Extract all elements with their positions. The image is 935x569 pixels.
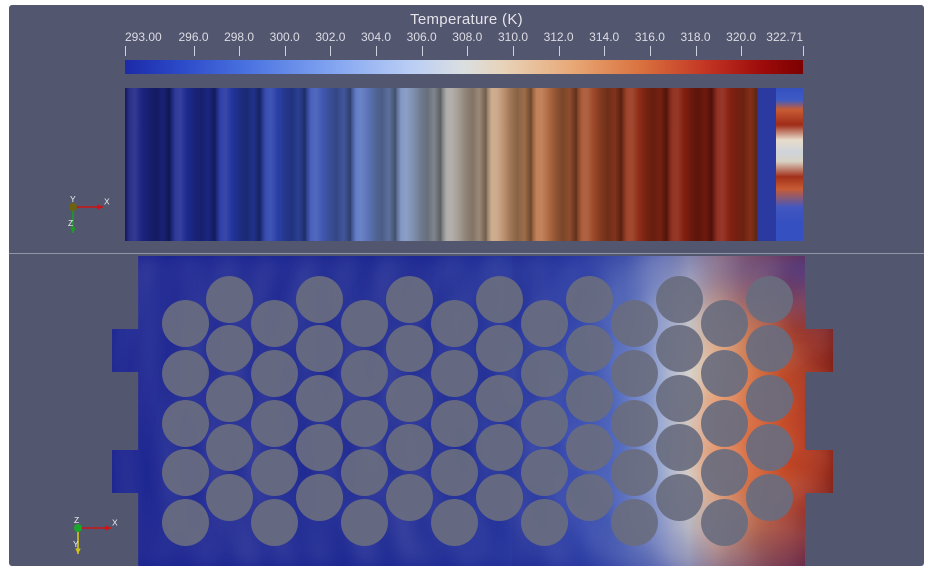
svg-text:Y: Y bbox=[70, 194, 76, 204]
svg-text:X: X bbox=[104, 197, 110, 207]
svg-text:Z: Z bbox=[74, 515, 79, 525]
svg-text:Z: Z bbox=[68, 218, 73, 228]
svg-text:Y: Y bbox=[73, 539, 79, 549]
svg-text:X: X bbox=[112, 518, 118, 528]
